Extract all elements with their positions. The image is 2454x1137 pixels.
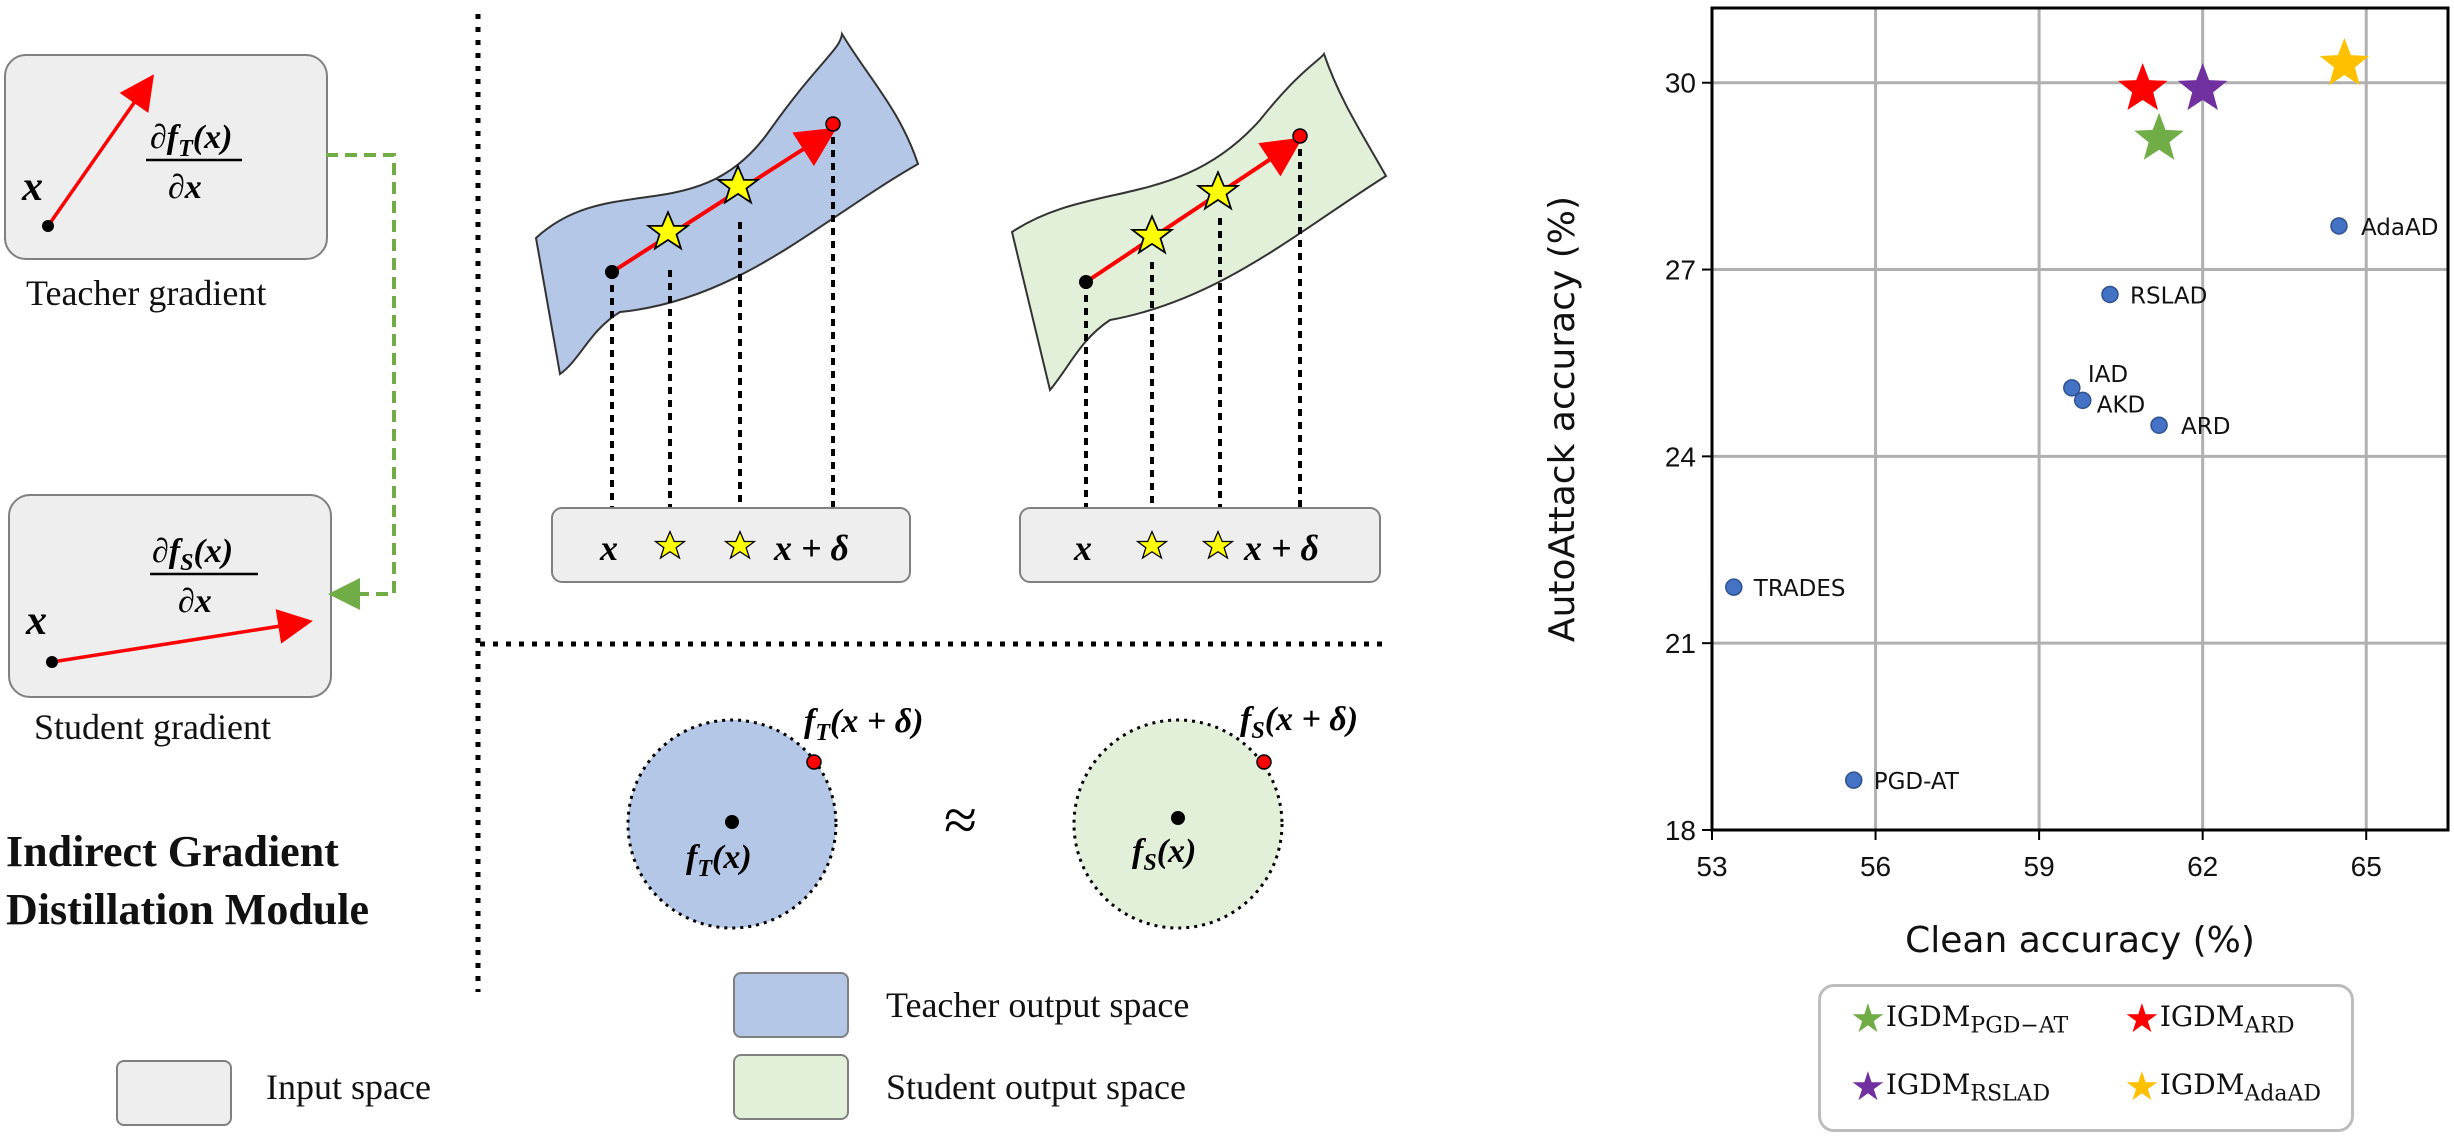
x-tick-label: 59: [2024, 851, 2055, 882]
point-label: PGD-AT: [1874, 769, 1960, 795]
igdm-star-marker: [2118, 63, 2168, 110]
data-point: [1725, 578, 1743, 596]
point-label: TRADES: [1753, 576, 1846, 602]
point-label: AdaAD: [2361, 215, 2438, 241]
data-point: [2330, 217, 2348, 235]
legend-item-pgd-at: ★ IGDMPGD−AT: [1850, 996, 2069, 1042]
igdm-star-marker: [2319, 38, 2370, 86]
legend-star-icon: ★: [2124, 1064, 2160, 1110]
x-tick-label: 56: [1860, 851, 1891, 882]
y-tick-label: 18: [1665, 815, 1696, 846]
data-point: [2073, 391, 2092, 410]
middle-panel-graphics: x x + δ x x + δ fT(x) fS(x) fT(x + δ) fS…: [475, 14, 1388, 992]
point-label: ARD: [2181, 414, 2230, 440]
teacher-formula-numerator: ∂fT(x): [150, 119, 232, 162]
student-point-label: fS(x + δ): [1240, 701, 1358, 744]
legend-star-icon: ★: [1850, 1064, 1886, 1110]
y-tick-label: 30: [1665, 68, 1696, 99]
student-box-x: x: [1073, 528, 1092, 568]
student-end-point: [1292, 128, 1308, 144]
input-space-label: Input space: [266, 1067, 431, 1107]
student-formula-numerator: ∂fS(x): [152, 533, 233, 576]
teacher-perturbed-point: [806, 754, 822, 770]
igdm-star-marker: [2134, 112, 2184, 160]
data-point: [2101, 285, 2119, 304]
module-title-line2: Distillation Module: [6, 885, 370, 934]
student-output-label: Student output space: [886, 1067, 1186, 1107]
teacher-origin-point: [42, 220, 54, 232]
teacher-box-x: x: [599, 528, 618, 568]
x-tick-label: 65: [2351, 851, 2382, 882]
data-point: [2150, 416, 2168, 434]
x-tick-label: 53: [1696, 851, 1727, 882]
y-axis-title: AutoAttack accuracy (%): [1542, 196, 1583, 642]
student-formula-denominator: ∂x: [178, 583, 212, 620]
point-label: IAD: [2088, 362, 2128, 388]
left-panel-graphics: ∂fT(x) ∂x ∂fS(x) ∂x x x: [21, 74, 396, 668]
student-origin-point: [46, 656, 58, 668]
teacher-point-label: fT(x + δ): [804, 703, 923, 746]
teacher-gradient-box: [4, 54, 328, 260]
y-tick-label: 24: [1665, 441, 1696, 472]
x-tick-label: 62: [2187, 851, 2218, 882]
teacher-gradient-arrow: [46, 74, 155, 228]
legend-star-icon: ★: [1850, 996, 1886, 1042]
student-gradient-caption: Student gradient: [34, 707, 271, 747]
student-x-symbol: x: [25, 598, 47, 644]
teacher-manifold: [534, 31, 920, 376]
point-label: AKD: [2097, 392, 2146, 418]
teacher-gradient-caption: Teacher gradient: [26, 273, 267, 313]
distillation-connector: [326, 153, 396, 610]
legend-item-ard: ★ IGDMARD: [2124, 996, 2295, 1042]
teacher-formula-denominator: ∂x: [168, 169, 202, 206]
igdm-star-marker: [2177, 63, 2228, 110]
legend-star-icon: ★: [2124, 996, 2160, 1042]
legend-item-rslad: ★ IGDMRSLAD: [1850, 1064, 2051, 1110]
teacher-x-symbol: x: [21, 164, 43, 210]
teacher-center-label: fT(x): [686, 839, 752, 882]
approx-symbol: ≈: [944, 787, 977, 853]
teacher-box-x-plus-delta: x + δ: [773, 528, 849, 568]
data-point: [2063, 379, 2081, 397]
input-space-swatch: [116, 1060, 232, 1126]
student-gradient-box: [8, 494, 332, 698]
student-input-box: [1019, 507, 1381, 583]
teacher-output-swatch: [733, 972, 849, 1038]
student-output-swatch: [733, 1054, 849, 1120]
student-perturbed-point: [1256, 754, 1272, 770]
student-gradient-arrow: [51, 609, 313, 664]
x-axis-title: Clean accuracy (%): [1905, 920, 2255, 960]
student-manifold: [1010, 51, 1388, 393]
student-start-point: [1079, 275, 1093, 289]
point-label: RSLAD: [2130, 283, 2207, 309]
teacher-end-point: [825, 116, 841, 132]
student-center-label: fS(x): [1132, 833, 1196, 876]
student-box-x-plus-delta: x + δ: [1243, 528, 1319, 568]
teacher-start-point: [605, 265, 619, 279]
plot-frame: [1710, 6, 2450, 832]
legend-item-adaad: ★ IGDMAdaAD: [2124, 1064, 2322, 1110]
data-point: [1844, 771, 1863, 789]
y-tick-label: 21: [1665, 628, 1696, 659]
chart-legend: [1818, 984, 2354, 1132]
teacher-output-label: Teacher output space: [886, 985, 1190, 1025]
scatter-chart: 53 56 59 62 65 18 21 24 27 30 Clean accuracy (%) Au…: [1542, 6, 2450, 960]
y-tick-label: 27: [1665, 255, 1696, 286]
module-title-line1: Indirect Gradient: [6, 827, 339, 876]
